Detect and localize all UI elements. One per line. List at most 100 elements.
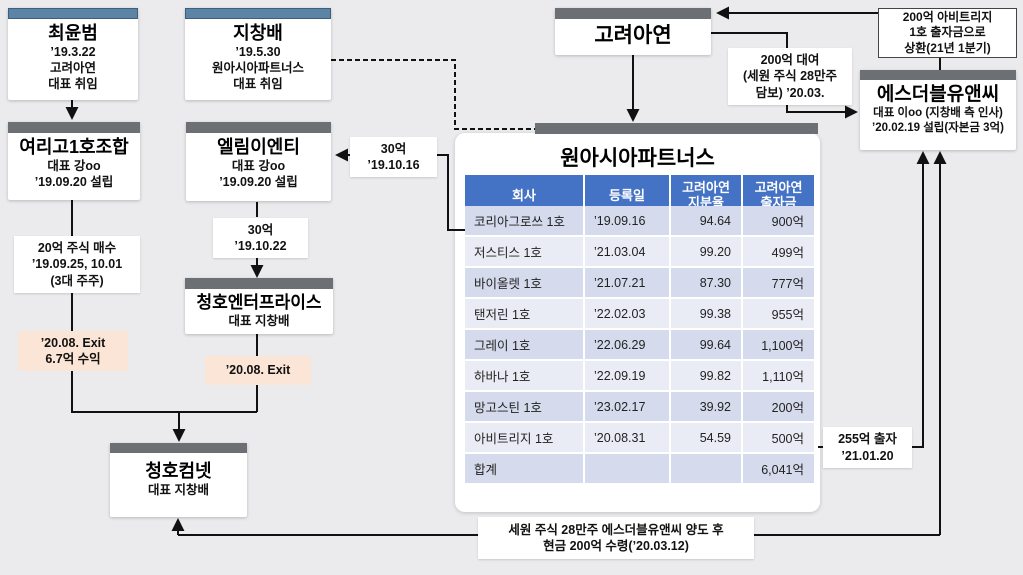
note-line: ’19.09.25, 10.01 [31, 257, 123, 272]
note-line: (세원 주식 28만주 [742, 69, 837, 84]
gray-bar-oneasia [535, 123, 818, 134]
box-line: ’19.3.22 [50, 44, 96, 59]
box-yerigo: 여리고1호조합 대표 강oo ’19.09.20 설립 [8, 122, 140, 200]
table-cell: 1,110억 [743, 361, 814, 390]
table-cell: 499억 [743, 237, 814, 266]
note-line: ’19.10.16 [367, 158, 420, 172]
table-cell: 바이올렛 1호 [465, 268, 583, 297]
box-line: 대표 이oo (지창배 측 인사) [873, 106, 1003, 119]
gray-bar [110, 443, 247, 453]
note-30eok-191022: 30억 ’19.10.22 [213, 218, 308, 258]
gray-bar [185, 278, 333, 289]
note-exit-left: ’20.08. Exit 6.7억 수익 [18, 331, 128, 371]
note-line: 6.7억 수익 [45, 352, 101, 366]
note-20eok-purchase: 20억 주식 매수 ’19.09.25, 10.01 (3대 주주) [14, 236, 140, 293]
box-title: 청호컴넷 [145, 461, 212, 481]
note-exit-mid: ’20.08. Exit [205, 356, 311, 385]
oneasia-title: 원아시아파트너스 [560, 147, 715, 170]
gray-bar [860, 70, 1016, 80]
note-line: 상환(21년 1분기) [904, 40, 991, 55]
table-cell: ’23.02.17 [585, 392, 669, 421]
table-cell: 777억 [743, 268, 814, 297]
note-200eok-loan: 200억 대여 (세원 주식 28만주 담보) ’20.03. [728, 48, 852, 105]
table-cell: ’21.07.21 [585, 268, 669, 297]
box-chungho-comnet: 청호컴넷 대표 지창배 [110, 443, 247, 517]
box-ji-chang-bae: 지창배 ’19.5.30 원아시아파트너스 대표 취임 [185, 8, 331, 100]
note-line: 1호 출자금으로 [909, 25, 986, 40]
table-cell: 87.30 [671, 268, 741, 297]
dashed-ji-to-oneasia [331, 59, 537, 130]
box-title: 청호엔터프라이스 [196, 293, 322, 312]
gray-bar [555, 8, 711, 19]
box-line: 대표 강oo [47, 158, 101, 173]
note-line: 255억 출자 [838, 432, 897, 447]
box-line: ’19.09.20 설립 [219, 174, 298, 189]
table-cell: ’22.06.29 [585, 330, 669, 359]
note-255eok-investment: 255억 출자 ’21.01.20 [823, 427, 912, 468]
table-cell: ’22.02.03 [585, 299, 669, 328]
box-choi-yun-beom: 최윤범 ’19.3.22 고려아연 대표 취임 [8, 8, 138, 100]
box-line: 대표 취임 [233, 77, 283, 92]
note-sewon-transfer: 세원 주식 28만주 에스더블유앤씨 양도 후 현금 200억 수령(’20.0… [478, 517, 754, 559]
box-line: 대표 강oo [231, 158, 286, 173]
note-30eok-191016: 30억 ’19.10.16 [350, 137, 437, 177]
box-line: ’19.09.20 설립 [34, 174, 114, 189]
table-cell: 망고스틴 1호 [465, 392, 583, 421]
gray-bar [186, 122, 331, 133]
note-line: ’20.08. Exit [40, 335, 106, 350]
table-cell: 99.82 [671, 361, 741, 390]
note-line: (3대 주주) [50, 273, 104, 288]
table-cell [671, 454, 741, 483]
table-cell: 99.20 [671, 237, 741, 266]
box-ellim: 엘림이엔티 대표 강oo ’19.09.20 설립 [186, 122, 331, 201]
box-title: 에스더블유앤씨 [876, 84, 1000, 105]
table-cell: 94.64 [671, 206, 741, 235]
table-cell: 아비트리지 1호 [465, 423, 583, 452]
blue-bar [8, 8, 138, 19]
box-title: 최윤범 [48, 23, 98, 43]
note-repayment: 200억 아비트리지 1호 출자금으로 상환(21년 1분기) [878, 8, 1017, 58]
note-line: 현금 200억 수령(’20.03.12) [543, 539, 689, 553]
box-title: 여리고1호조합 [19, 137, 129, 157]
note-line: ’19.10.22 [234, 239, 287, 253]
note-line: 200억 대여 [760, 53, 820, 68]
table-cell: 저스티스 1호 [465, 237, 583, 266]
table-cell: 99.64 [671, 330, 741, 359]
table-cell: 탠저린 1호 [465, 299, 583, 328]
note-line: 20억 주식 매수 [37, 241, 117, 256]
table-cell: ’20.08.31 [585, 423, 669, 452]
table-cell: 99.38 [671, 299, 741, 328]
note-line: 30억 [380, 141, 407, 156]
table-cell: 955억 [743, 299, 814, 328]
box-line: 원아시아파트너스 [211, 60, 304, 75]
table-cell: 코리아그로쓰 1호 [465, 206, 583, 235]
box-title: 고려아연 [594, 24, 672, 47]
table-cell: 6,041억 [743, 454, 814, 483]
note-line: 200억 아비트리지 [902, 9, 993, 24]
box-chungho-enterprise: 청호엔터프라이스 대표 지창배 [185, 278, 333, 334]
table-cell: 900억 [743, 206, 814, 235]
note-line: ’21.01.20 [841, 448, 894, 463]
blue-bar [185, 8, 331, 19]
box-line: ’20.02.19 설립(자본금 3억) [872, 121, 1004, 134]
table-cell: 200억 [743, 392, 814, 421]
gray-bar [8, 122, 140, 133]
oneasia-table: 회사 등록일 고려아연 지분율 고려아연 출자금 코리아그로쓰 1호 ’19.0… [465, 175, 814, 483]
arrow-arbitrage-to-swnc [818, 151, 930, 448]
table-cell: 하바나 1호 [465, 361, 583, 390]
table-cell: 합계 [465, 454, 583, 483]
table-cell: 1,100억 [743, 330, 814, 359]
table-cell: 그레이 1호 [465, 330, 583, 359]
box-title: 엘림이엔티 [217, 137, 300, 157]
note-line: 담보) ’20.03. [755, 85, 825, 100]
box-title: 지창배 [233, 23, 283, 43]
box-line: 대표 지창배 [228, 313, 290, 328]
note-line: 세원 주식 28만주 에스더블유앤씨 양도 후 [508, 522, 724, 537]
table-cell: ’21.03.04 [585, 237, 669, 266]
box-korea-zinc: 고려아연 [555, 8, 711, 55]
table-cell: 39.92 [671, 392, 741, 421]
note-line: ’20.08. Exit [225, 363, 291, 378]
box-line: 대표 지창배 [148, 482, 209, 497]
table-cell: ’22.09.19 [585, 361, 669, 390]
